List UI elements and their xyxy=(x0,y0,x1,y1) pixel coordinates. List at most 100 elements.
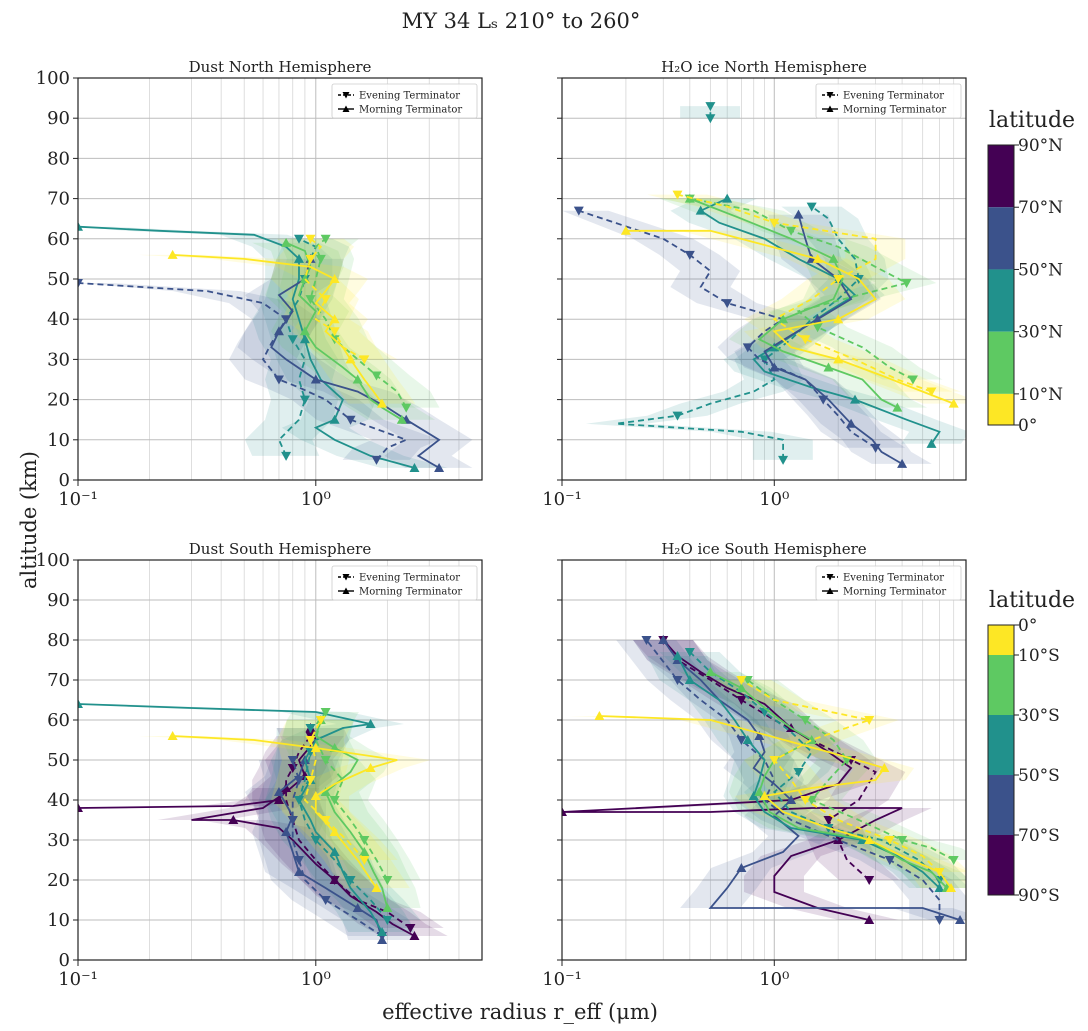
data-point-marker xyxy=(742,343,753,353)
data-point-marker xyxy=(672,411,683,421)
data-point-marker xyxy=(742,735,753,744)
legend: Evening Terminator Morning Terminator xyxy=(331,83,478,119)
data-point-marker xyxy=(800,335,811,345)
colorbar-2: latitude 0° 10°S 30°S 50°S 70°S 90°S xyxy=(987,588,1075,906)
data-point-marker xyxy=(382,876,393,885)
data-point-marker xyxy=(800,796,811,805)
legend-marker xyxy=(826,574,834,581)
legend-marker xyxy=(826,92,834,99)
uncertainty-band xyxy=(157,728,448,936)
data-point-marker xyxy=(281,237,292,247)
data-point-marker xyxy=(294,856,305,865)
y-tick-label: 80 xyxy=(47,630,70,651)
y-tick-label: 80 xyxy=(47,148,70,169)
data-point-marker xyxy=(800,716,811,725)
data-point-marker xyxy=(786,226,797,236)
data-point-marker xyxy=(736,683,747,692)
y-tick-label: 50 xyxy=(47,269,70,290)
data-point-marker xyxy=(736,696,747,705)
legend-entry: Evening Terminator xyxy=(843,573,944,584)
data-point-marker xyxy=(409,931,420,940)
x-tick-label: 10⁰ xyxy=(759,489,789,510)
data-point-marker xyxy=(377,398,388,408)
y-tick-label: 50 xyxy=(47,750,70,771)
figure-suptitle: MY 34 Lₛ 210° to 260° xyxy=(402,9,641,33)
data-point-marker xyxy=(305,724,316,733)
data-point-marker xyxy=(778,314,789,324)
panel-2: 10⁻¹ 10⁰ H₂O ice North Hemisphere Evening T… xyxy=(542,58,967,510)
colorbar-tick-label: 0° xyxy=(1018,616,1037,636)
panel-title: Dust North Hemisphere xyxy=(189,58,372,76)
colorbar-tick-label: 30°S xyxy=(1018,706,1060,726)
data-point-marker xyxy=(345,415,356,425)
uncertainty-band xyxy=(276,238,440,408)
colorbar-frame xyxy=(987,624,1015,896)
data-point-marker xyxy=(879,763,890,772)
legend-marker xyxy=(342,105,350,112)
data-point-marker xyxy=(305,254,316,264)
panel-title: Dust South Hemisphere xyxy=(189,540,372,558)
data-point-marker xyxy=(850,394,860,404)
panel-1: 0 10 20 30 40 50 60 70 80 90 100 10⁻¹ 10⁰ Dust North … xyxy=(36,58,483,510)
uncertainty-band xyxy=(78,704,416,932)
data-point-marker xyxy=(759,355,770,365)
data-point-marker xyxy=(329,327,340,337)
data-point-marker xyxy=(281,451,292,461)
data-point-marker xyxy=(684,250,695,260)
data-point-marker xyxy=(769,362,780,372)
data-point-marker xyxy=(345,876,356,885)
data-point-marker xyxy=(305,234,316,244)
data-point-marker xyxy=(736,863,747,872)
data-point-marker xyxy=(892,402,903,412)
panel-3: 0 10 20 30 40 50 60 70 80 90 100 10⁻¹ 10⁰ Dust South … xyxy=(36,540,483,990)
data-point-marker xyxy=(359,355,370,365)
series-line xyxy=(662,639,961,921)
x-tick-label: 10⁰ xyxy=(301,489,331,510)
data-point-marker xyxy=(382,903,393,912)
data-point-marker xyxy=(823,816,834,825)
y-tick-label: 10 xyxy=(47,910,70,931)
legend-entry: Morning Terminator xyxy=(359,105,462,116)
data-point-marker xyxy=(320,756,331,765)
legend-entry: Morning Terminator xyxy=(843,587,946,598)
data-point-marker xyxy=(167,249,178,259)
data-point-marker xyxy=(769,756,780,765)
uncertainty-band xyxy=(78,283,440,460)
data-point-marker xyxy=(897,836,908,845)
data-point-marker xyxy=(294,234,305,244)
legend-marker xyxy=(342,574,350,581)
plot-area xyxy=(78,699,448,944)
data-point-marker xyxy=(320,896,331,905)
series-line xyxy=(303,238,365,361)
y-tick-label: 40 xyxy=(47,790,70,811)
data-point-marker xyxy=(864,915,875,924)
data-point-marker xyxy=(405,924,416,933)
legend-marker xyxy=(342,587,350,594)
data-point-marker xyxy=(672,651,683,660)
data-point-marker xyxy=(320,816,331,825)
data-point-marker xyxy=(305,295,316,305)
data-point-marker xyxy=(365,763,376,772)
data-point-marker xyxy=(352,903,363,912)
uncertainty-band xyxy=(717,680,966,860)
data-point-marker xyxy=(78,221,83,231)
data-point-marker xyxy=(305,776,316,785)
data-point-marker xyxy=(833,354,844,364)
data-point-marker xyxy=(846,418,857,428)
data-point-marker xyxy=(329,847,340,856)
data-point-marker xyxy=(934,883,945,892)
data-point-marker xyxy=(926,438,937,448)
data-point-marker xyxy=(684,648,695,657)
data-point-marker xyxy=(833,314,844,324)
data-point-marker xyxy=(320,234,331,244)
data-point-marker xyxy=(793,209,804,219)
data-point-marker xyxy=(658,635,669,644)
data-point-marker xyxy=(864,876,875,885)
data-point-marker xyxy=(705,102,716,112)
data-point-marker xyxy=(310,836,321,845)
uncertainty-band xyxy=(138,254,416,404)
colorbar-segment xyxy=(988,625,1014,655)
colorbar-segment xyxy=(988,145,1014,208)
colorbar-tick-label: 90°N xyxy=(1018,136,1063,156)
series-line xyxy=(309,238,407,409)
